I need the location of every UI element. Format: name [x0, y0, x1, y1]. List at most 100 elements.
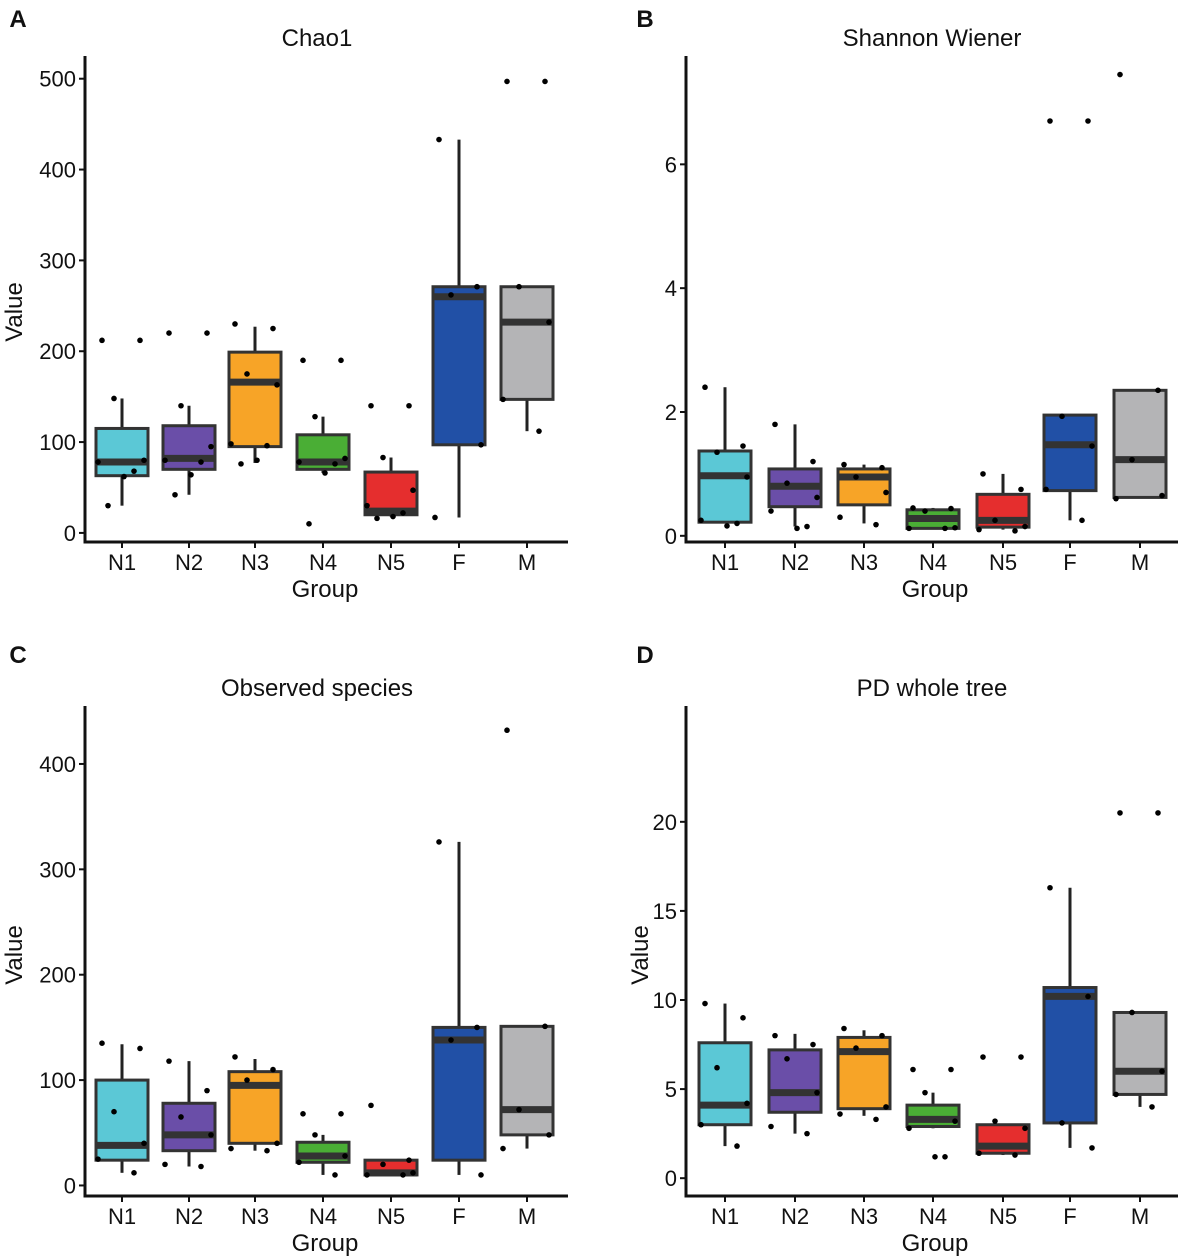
data-point [516, 283, 522, 290]
data-point [296, 1159, 302, 1166]
box-body [836, 1035, 892, 1111]
box-m [499, 1024, 555, 1149]
y-axis-label: Value [627, 925, 654, 985]
data-point [768, 1123, 774, 1130]
data-point [178, 1114, 184, 1120]
data-point [542, 78, 548, 85]
data-point [448, 292, 454, 298]
data-point [952, 524, 958, 531]
data-point [1113, 1091, 1119, 1098]
x-tick-label: M [1131, 550, 1149, 575]
data-point [232, 1054, 238, 1060]
x-tick-label: N3 [241, 1204, 269, 1229]
data-point [141, 1140, 147, 1147]
data-point [804, 1130, 810, 1137]
data-point [105, 502, 111, 509]
data-point [1159, 1068, 1165, 1075]
data-point [1089, 443, 1095, 449]
box-n2 [161, 1061, 217, 1167]
data-point [1022, 1125, 1028, 1132]
data-point [264, 1147, 270, 1154]
data-point [1059, 1120, 1065, 1126]
data-point [1012, 1152, 1018, 1158]
data-point [1085, 118, 1091, 124]
data-point [254, 457, 260, 464]
box-body [431, 1025, 487, 1162]
data-point [1159, 492, 1165, 499]
y-tick-label: 300 [39, 857, 76, 882]
panel-letter: A [9, 6, 26, 33]
x-tick-label: N3 [241, 550, 269, 575]
data-point [546, 1132, 552, 1138]
x-axis-label: Group [902, 1230, 969, 1256]
x-tick-label: F [452, 550, 465, 575]
data-point [702, 1000, 708, 1007]
data-point [932, 1154, 938, 1160]
x-tick-label: F [1063, 550, 1076, 575]
data-point [724, 523, 730, 529]
data-point [374, 515, 380, 522]
y-tick-label: 100 [39, 430, 76, 455]
data-point [238, 461, 244, 467]
data-point [740, 443, 746, 449]
data-point [436, 839, 442, 845]
data-point [1117, 71, 1123, 78]
data-point [380, 1161, 386, 1168]
data-point [204, 1087, 210, 1094]
box-n1 [697, 1003, 753, 1147]
data-point [714, 1064, 720, 1071]
data-point [980, 1054, 986, 1060]
data-point [137, 337, 143, 344]
panel-a: A Chao1 Value Group 0 100 200 300 400 500 N1 N2 N3 N4… [1, 6, 568, 603]
box-body [1112, 388, 1168, 499]
data-point [410, 487, 416, 494]
x-tick-label: N5 [377, 1204, 405, 1229]
data-point [338, 357, 344, 364]
data-point [910, 1066, 916, 1073]
data-point [400, 1172, 406, 1178]
data-point [99, 337, 105, 344]
data-point [546, 319, 552, 325]
y-tick-label: 300 [39, 248, 76, 273]
x-tick-label: N3 [850, 550, 878, 575]
data-point [992, 517, 998, 524]
data-point [883, 489, 889, 496]
box-n3 [227, 326, 283, 463]
data-point [948, 505, 954, 512]
box-n1 [94, 398, 150, 506]
box-n5 [975, 1123, 1031, 1156]
data-point [342, 455, 348, 462]
y-tick-label: 0 [665, 1166, 677, 1191]
box-body [905, 1103, 961, 1129]
x-tick-label: N4 [919, 1204, 947, 1229]
data-point [814, 1089, 820, 1096]
data-point [873, 521, 879, 528]
data-point [1155, 387, 1161, 394]
data-point [99, 1040, 105, 1047]
box-n3 [836, 1030, 892, 1116]
box-body [94, 426, 150, 478]
data-point [368, 1102, 374, 1109]
data-point [270, 1066, 276, 1073]
data-point [1018, 1054, 1024, 1060]
x-tick-label: M [518, 550, 536, 575]
data-point [244, 1077, 250, 1083]
data-point [364, 502, 370, 509]
data-point [204, 330, 210, 336]
box-m [1112, 1010, 1168, 1107]
y-tick-label: 6 [665, 152, 677, 177]
x-tick-label: N5 [377, 550, 405, 575]
data-point [338, 1111, 344, 1117]
data-point [1047, 118, 1053, 124]
data-point [942, 1154, 948, 1160]
x-tick-label: N5 [989, 550, 1017, 575]
data-point [228, 441, 234, 447]
data-point [198, 459, 204, 465]
data-point [478, 442, 484, 448]
data-point [873, 1116, 879, 1123]
data-point [516, 1106, 522, 1113]
box-n2 [161, 405, 217, 495]
y-tick-label: 15 [653, 899, 677, 924]
chart-title: Shannon Wiener [843, 25, 1022, 52]
data-point [300, 357, 306, 364]
